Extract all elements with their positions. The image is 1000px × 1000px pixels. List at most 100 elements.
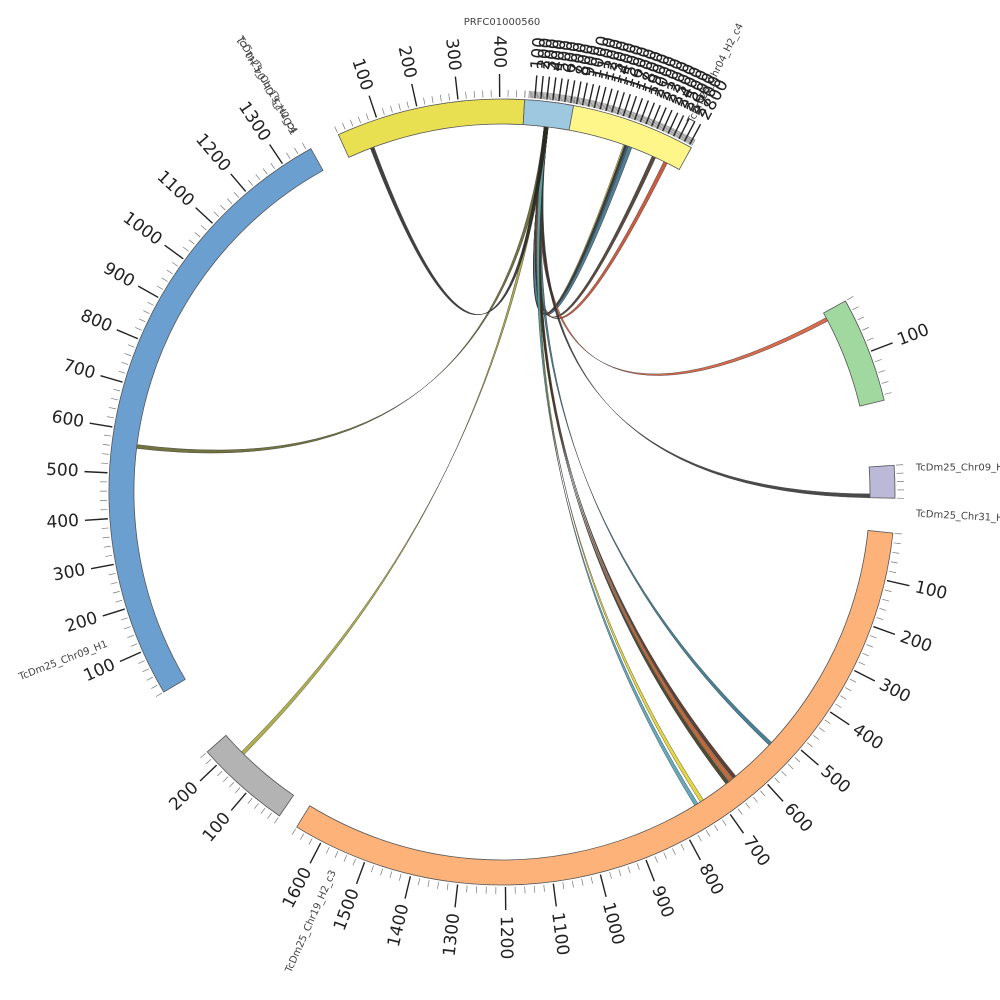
tick-mark — [876, 617, 884, 621]
tick-mark — [398, 873, 402, 881]
tick-mark — [274, 817, 279, 824]
tick-mark — [543, 884, 545, 892]
tick-mark — [760, 790, 766, 797]
tick-mark — [586, 99, 590, 107]
tick-label: 900 — [647, 883, 677, 921]
chromosome-segment-chr31 — [296, 530, 894, 886]
tick-mark — [854, 669, 876, 682]
chromosome-segment-chr09 — [108, 148, 324, 693]
tick-mark — [626, 110, 630, 118]
tick-mark — [676, 131, 681, 138]
tick-mark — [634, 98, 644, 121]
tick-mark — [90, 563, 114, 570]
tick-mark — [539, 91, 541, 99]
tick-mark — [874, 359, 882, 363]
tick-mark — [404, 876, 412, 899]
tick-mark — [654, 121, 658, 128]
tick-mark — [554, 93, 557, 101]
tick-mark — [858, 661, 866, 666]
tick-mark — [220, 204, 226, 211]
tick-mark — [530, 91, 533, 99]
chromosome-label-prfc: PRFC01000560 — [464, 17, 541, 28]
tick-mark — [589, 99, 592, 107]
chromosome-segment-chr19c3 — [206, 734, 295, 817]
tick-label: 200 — [63, 608, 100, 637]
tick-mark — [577, 97, 580, 105]
tick-mark — [572, 96, 575, 104]
tick-mark — [544, 92, 546, 100]
tick-label: 100 — [895, 320, 932, 350]
tick-label: 600 — [50, 407, 85, 432]
tick-mark — [587, 83, 595, 107]
tick-mark — [781, 770, 787, 777]
tick-mark — [200, 225, 207, 231]
tick-mark — [655, 121, 660, 129]
tick-mark — [714, 824, 719, 832]
tick-mark — [286, 152, 291, 159]
chromosome-segment-chr19c4 — [337, 98, 526, 158]
tick-mark — [101, 453, 109, 455]
tick-mark — [84, 518, 108, 522]
tick-mark — [127, 344, 135, 348]
tick-mark — [840, 695, 847, 700]
tick-mark — [226, 198, 233, 204]
tick-mark — [302, 142, 307, 150]
tick-label: 1100 — [153, 167, 198, 211]
tick-mark — [465, 91, 467, 99]
tick-mark — [624, 109, 627, 117]
tick-mark — [200, 752, 206, 759]
tick-mark — [213, 211, 220, 217]
tick-mark — [448, 93, 450, 101]
tick-mark — [829, 711, 850, 726]
tick-mark — [642, 116, 646, 123]
tick-mark — [627, 866, 631, 874]
tick-mark — [138, 660, 145, 664]
tick-mark — [559, 94, 562, 102]
link-ribbon — [533, 126, 628, 315]
tick-mark — [570, 80, 576, 104]
tick-label: 100 — [347, 56, 376, 93]
tick-mark — [688, 839, 702, 861]
tick-mark — [352, 858, 356, 866]
tick-mark — [652, 120, 656, 127]
tick-mark — [668, 127, 673, 135]
tick-mark — [325, 847, 330, 854]
tick-label: 600 — [780, 799, 817, 836]
tick-mark — [610, 105, 613, 113]
chromosome-segments — [108, 98, 896, 886]
tick-mark — [102, 608, 125, 617]
tick-mark — [334, 851, 339, 858]
tick-mark — [866, 337, 874, 341]
tick-mark — [884, 589, 892, 592]
tick-mark — [164, 244, 184, 260]
tick-mark — [223, 776, 229, 782]
tick-mark — [103, 434, 112, 437]
links-layer — [136, 126, 871, 806]
link-ribbon — [136, 126, 549, 454]
tick-mark — [558, 78, 563, 102]
tick-mark — [342, 122, 346, 130]
tick-mark — [581, 878, 584, 886]
tick-mark — [890, 561, 898, 564]
tick-mark — [636, 863, 640, 870]
tick-mark — [423, 97, 426, 105]
tick-mark — [609, 105, 612, 112]
tick-mark — [571, 96, 574, 104]
tick-mark — [390, 105, 393, 113]
tick-label: 100 — [527, 36, 550, 70]
tick-label: 100 — [913, 577, 949, 604]
tick-mark — [616, 92, 625, 115]
link-ribbon — [533, 126, 629, 315]
tick-mark — [581, 82, 588, 106]
link-ribbon — [537, 126, 737, 779]
tick-mark — [269, 144, 283, 165]
tick-mark — [672, 848, 676, 855]
tick-mark — [370, 865, 374, 873]
tick-mark — [663, 125, 667, 132]
tick-mark — [550, 92, 552, 101]
chromosome-label-chr09b: TcDm25_Chr09_H2_c4 — [915, 462, 1000, 473]
tick-mark — [645, 859, 656, 882]
tick-mark — [892, 551, 900, 554]
tick-label: 100 — [199, 809, 235, 847]
link-ribbon — [533, 126, 631, 315]
